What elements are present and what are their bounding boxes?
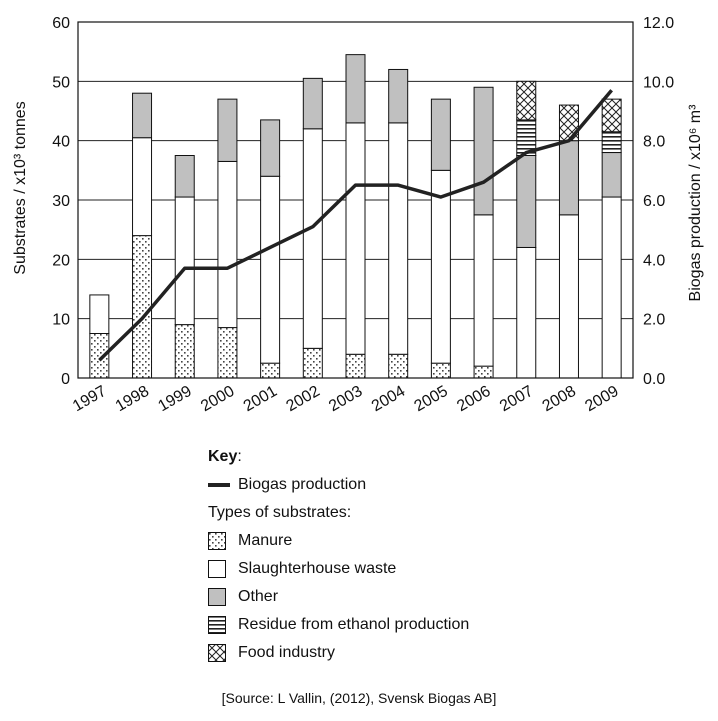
x-tick-label: 1998 bbox=[113, 383, 152, 416]
legend-label-other: Other bbox=[238, 588, 279, 605]
legend-colon: : bbox=[237, 448, 242, 465]
stacked-bar-chart: 0 0.0 10 2.0 20 4.0 30 6.0 40 8.0 50 10.0 60 12.0 1997… bbox=[12, 15, 704, 416]
slaughterhouse-swatch-icon bbox=[208, 560, 226, 578]
bar-segment-manure bbox=[302, 347, 323, 379]
bar-segment-slaughterhouse-waste bbox=[217, 160, 238, 329]
biogas-production-line bbox=[98, 89, 613, 362]
bar-segment-slaughterhouse-waste bbox=[601, 196, 622, 379]
bar-segment-other bbox=[345, 54, 366, 124]
x-tick-label: 2008 bbox=[540, 383, 579, 416]
legend-label-biogas: Biogas production bbox=[238, 476, 367, 493]
bar-segment-manure bbox=[174, 324, 195, 379]
legend-item-food: Food industry bbox=[208, 639, 469, 667]
x-tick-label: 2000 bbox=[198, 383, 237, 416]
x-tick-label: 2007 bbox=[497, 383, 536, 416]
x-tick-label: 2003 bbox=[326, 383, 365, 416]
legend-label-food: Food industry bbox=[238, 644, 335, 661]
legend-item-biogas: Biogas production bbox=[208, 471, 469, 499]
right-tick-label: 0.0 bbox=[643, 371, 665, 388]
bar-segment-other bbox=[473, 86, 494, 216]
left-tick-label: 0 bbox=[61, 371, 70, 388]
left-tick-label: 40 bbox=[52, 134, 70, 151]
bar-segment-manure bbox=[430, 362, 451, 379]
bar-segment-slaughterhouse-waste bbox=[345, 122, 366, 355]
x-tick-label: 2001 bbox=[241, 383, 280, 416]
right-tick-label: 12.0 bbox=[643, 15, 674, 32]
source-citation: [Source: L Vallin, (2012), Svensk Biogas… bbox=[221, 690, 497, 706]
bar-segment-food-industry bbox=[601, 98, 622, 133]
bar-segment-slaughterhouse-waste bbox=[388, 122, 409, 355]
right-tick-label: 2.0 bbox=[643, 312, 665, 329]
bar-segment-slaughterhouse-waste bbox=[558, 214, 579, 379]
plot-frame bbox=[77, 21, 634, 379]
left-tick-label: 20 bbox=[52, 252, 70, 269]
bar-segment-manure bbox=[345, 353, 366, 379]
bar-segment-other bbox=[601, 152, 622, 198]
right-tick-label: 4.0 bbox=[643, 252, 665, 269]
legend-label-ethanol: Residue from ethanol production bbox=[238, 616, 470, 633]
x-tick-label: 2005 bbox=[412, 383, 451, 416]
line-swatch-icon bbox=[208, 483, 230, 487]
ethanol-swatch-icon bbox=[208, 616, 226, 634]
left-tick-label: 10 bbox=[52, 312, 70, 329]
right-axis-title: Biogas production / x10⁶ m³ bbox=[687, 104, 704, 302]
left-tick-label: 60 bbox=[52, 15, 70, 32]
legend-item-manure: Manure bbox=[208, 527, 469, 555]
legend: Key: Biogas production Types of substrat… bbox=[208, 443, 469, 667]
bar-segment-slaughterhouse-waste bbox=[132, 137, 153, 237]
legend-item-ethanol: Residue from ethanol production bbox=[208, 611, 469, 639]
bar-segment-other bbox=[558, 140, 579, 216]
x-tick-label: 2002 bbox=[283, 383, 322, 416]
bar-segment-manure bbox=[388, 353, 409, 379]
other-swatch-icon bbox=[208, 588, 226, 606]
legend-item-slaughterhouse: Slaughterhouse waste bbox=[208, 555, 469, 583]
manure-swatch-icon bbox=[208, 532, 226, 550]
x-tick-label: 1999 bbox=[155, 383, 194, 416]
bar-segment-slaughterhouse-waste bbox=[430, 169, 451, 364]
bar-segment-slaughterhouse-waste bbox=[260, 175, 281, 364]
bar-segment-other bbox=[516, 155, 537, 248]
bar-segment-other bbox=[430, 98, 451, 171]
legend-title-row: Key: bbox=[208, 443, 469, 471]
left-axis-title: Substrates / x10³ tonnes bbox=[12, 101, 29, 274]
bar-segment-slaughterhouse-waste bbox=[89, 294, 110, 334]
right-tick-label: 10.0 bbox=[643, 74, 674, 91]
bar-segment-slaughterhouse-waste bbox=[516, 246, 537, 379]
left-tick-label: 50 bbox=[52, 74, 70, 91]
x-tick-label: 2004 bbox=[369, 383, 408, 416]
bar-segment-slaughterhouse-waste bbox=[174, 196, 195, 326]
bar-segment-slaughterhouse-waste bbox=[473, 214, 494, 367]
right-tick-label: 8.0 bbox=[643, 134, 665, 151]
bar-segment-other bbox=[260, 119, 281, 177]
bar-segment-residue-from-ethanol-production bbox=[601, 131, 622, 154]
legend-item-other: Other bbox=[208, 583, 469, 611]
bar-segment-manure bbox=[217, 327, 238, 379]
bar-segment-manure bbox=[473, 365, 494, 379]
biogas-line bbox=[98, 89, 613, 362]
left-tick-label: 30 bbox=[52, 193, 70, 210]
bar-segment-food-industry bbox=[516, 80, 537, 121]
x-tick-label: 2009 bbox=[582, 383, 621, 416]
food-swatch-icon bbox=[208, 644, 226, 662]
legend-title: Key bbox=[208, 448, 238, 465]
legend-label-manure: Manure bbox=[238, 532, 293, 549]
bar-segment-manure bbox=[132, 235, 153, 379]
bar-segment-other bbox=[302, 77, 323, 130]
legend-label-slaughterhouse: Slaughterhouse waste bbox=[238, 560, 397, 577]
bar-segment-other bbox=[388, 68, 409, 124]
bar-segment-slaughterhouse-waste bbox=[302, 128, 323, 349]
legend-types-label: Types of substrates: bbox=[208, 504, 352, 521]
bar-segment-manure bbox=[260, 362, 281, 379]
x-tick-label: 2006 bbox=[454, 383, 493, 416]
bars bbox=[89, 54, 622, 379]
right-tick-label: 6.0 bbox=[643, 193, 665, 210]
bar-segment-other bbox=[174, 155, 195, 198]
x-tick-label: 1997 bbox=[70, 383, 109, 416]
bar-segment-other bbox=[132, 92, 153, 139]
bar-segment-other bbox=[217, 98, 238, 162]
